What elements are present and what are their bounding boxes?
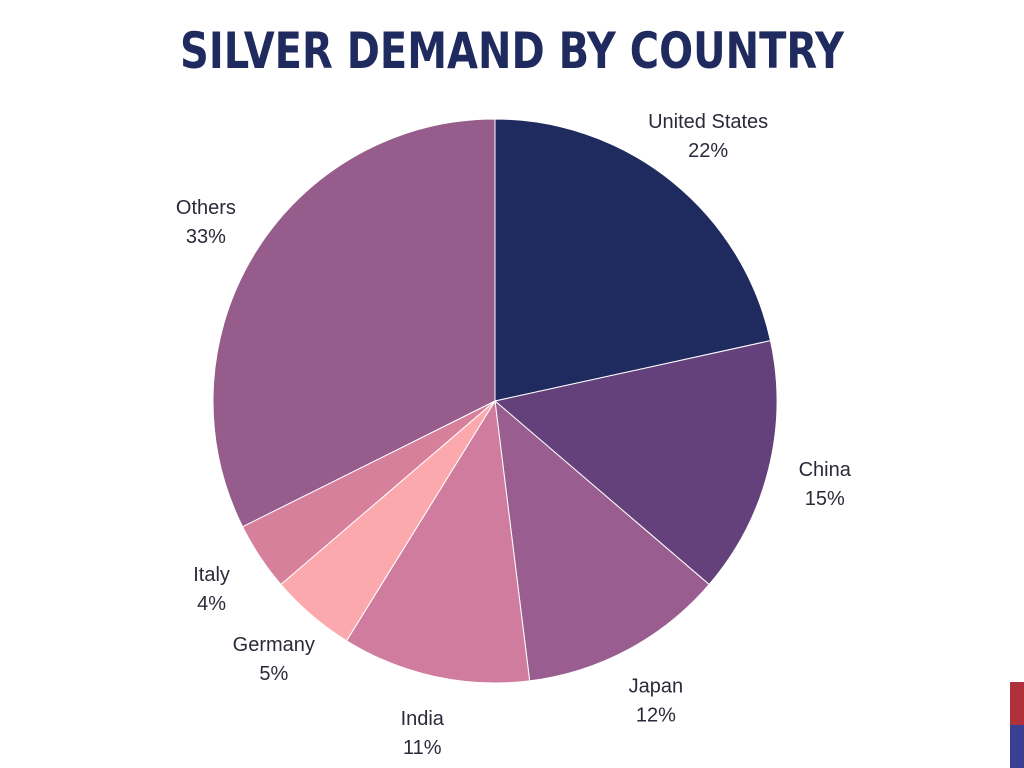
pie-labels: United States 22% China 15% Japan 12% India 11%… xyxy=(176,111,852,759)
slice-label-others: Others 33% xyxy=(176,197,236,248)
slice-label-germany: Germany 5% xyxy=(233,634,315,685)
slice-value: 5% xyxy=(259,663,288,685)
corner-accent-red xyxy=(1010,682,1024,725)
slice-name: China xyxy=(799,459,852,481)
slice-name: Germany xyxy=(233,634,315,656)
slice-label-united-states: United States 22% xyxy=(648,111,768,162)
slice-united-states xyxy=(494,118,772,402)
slice-value: 11% xyxy=(403,737,442,759)
slice-china xyxy=(493,340,778,586)
slice-japan xyxy=(494,399,710,682)
slice-name: India xyxy=(401,708,445,730)
pie-slices xyxy=(212,118,778,684)
slice-india xyxy=(345,399,531,684)
slice-name: Others xyxy=(176,197,236,219)
slice-name: Italy xyxy=(193,564,230,586)
slice-label-italy: Italy 4% xyxy=(193,564,230,615)
slice-name: Japan xyxy=(629,676,684,698)
slice-value: 33% xyxy=(186,226,226,248)
slice-value: 15% xyxy=(805,488,845,510)
corner-accent-blue xyxy=(1010,725,1024,768)
slice-label-india: India 11% xyxy=(401,708,445,759)
slice-others xyxy=(212,118,496,528)
slice-value: 4% xyxy=(197,593,226,615)
chart-title: SILVER DEMAND BY COUNTRY xyxy=(180,22,844,80)
slice-name: United States xyxy=(648,111,768,133)
slice-label-china: China 15% xyxy=(799,459,852,510)
slice-value: 22% xyxy=(688,140,728,162)
slice-label-japan: Japan 12% xyxy=(629,676,684,727)
slice-value: 12% xyxy=(636,705,676,727)
